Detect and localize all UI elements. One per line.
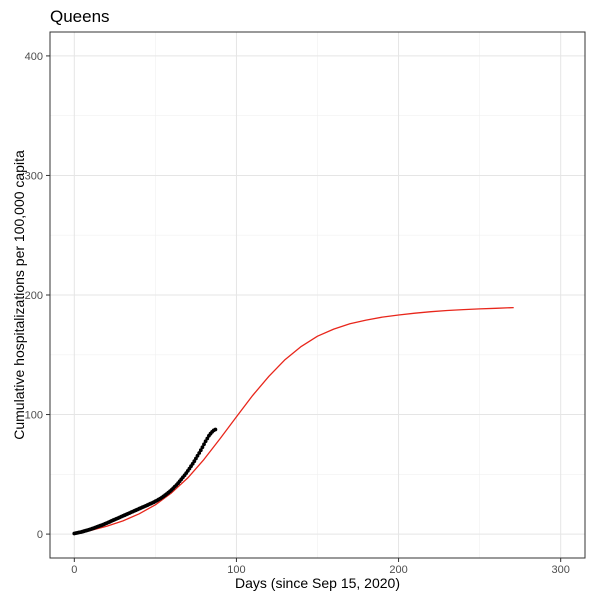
fit-curve — [74, 306, 514, 535]
data-point — [200, 445, 205, 450]
x-axis-title: Days (since Sep 15, 2020) — [235, 575, 400, 591]
data-point — [213, 427, 218, 432]
x-tick-label: 200 — [389, 564, 407, 576]
data-point — [202, 442, 206, 447]
y-tick-label: 100 — [25, 410, 43, 422]
y-tick-label: 200 — [25, 290, 43, 302]
data-points-layer — [72, 427, 218, 536]
y-tick-label: 0 — [37, 529, 43, 541]
data-point — [195, 453, 200, 458]
x-tick-label: 0 — [71, 564, 77, 576]
data-point — [203, 439, 208, 444]
x-tick-label: 300 — [552, 564, 570, 576]
chart-title: Queens — [50, 7, 110, 26]
fit-curve-layer — [74, 306, 514, 535]
data-point — [197, 451, 202, 455]
grid — [50, 32, 585, 558]
axis-ticks: 0 100 200 300 0 100 200 300 400 — [25, 51, 570, 576]
data-point — [198, 448, 203, 453]
y-tick-label: 300 — [25, 170, 43, 182]
x-tick-label: 100 — [227, 564, 245, 576]
y-axis-title: Cumulative hospitalizations per 100,000 … — [11, 150, 27, 440]
y-tick-label: 400 — [25, 51, 43, 63]
